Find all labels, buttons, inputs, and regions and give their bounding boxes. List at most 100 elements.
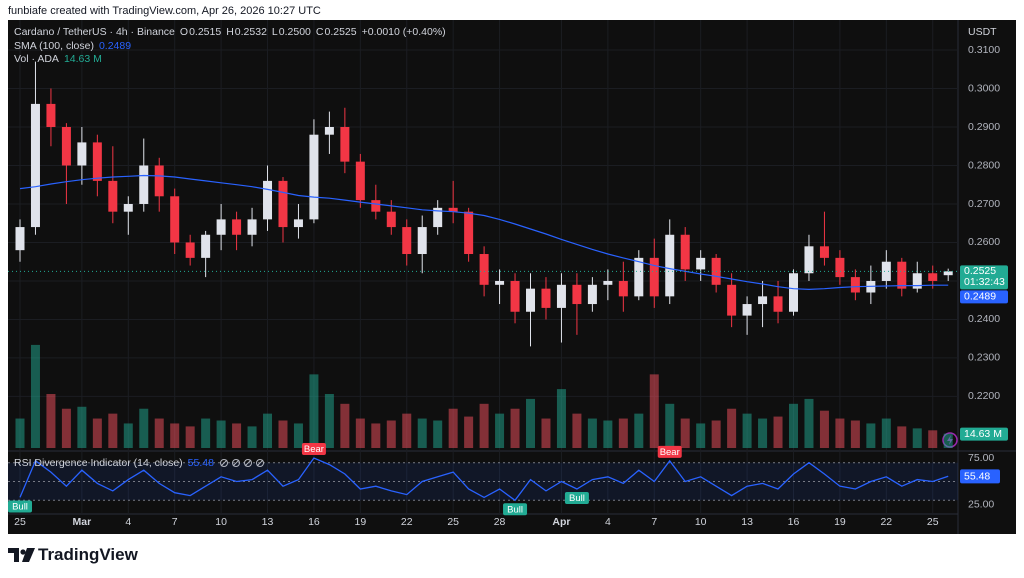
candle-body [340, 127, 350, 162]
x-tick-label: 7 [172, 516, 178, 528]
candle-body [634, 257, 644, 297]
ohlc-value: 0.2515 [189, 26, 222, 38]
volume-bar [278, 420, 288, 448]
rsi-signal-label: Bull [12, 501, 28, 512]
volume-bar [680, 418, 690, 448]
candle-body [912, 273, 922, 289]
rsi-name: RSI Divergence Indicator (14, close) [14, 457, 183, 469]
x-tick-label: 22 [880, 516, 892, 528]
candle-body [92, 142, 102, 181]
volume-bar [495, 413, 505, 448]
candle-body [232, 219, 242, 235]
volume-bar [30, 344, 40, 448]
candle-body [108, 180, 118, 212]
candle-body [263, 180, 273, 220]
rsi-tag [960, 469, 1000, 484]
candle-body [758, 296, 768, 305]
volume-bar [634, 413, 644, 448]
candle-body [170, 196, 180, 243]
ohlc-key: O [179, 26, 189, 38]
candle-body [897, 261, 907, 289]
volume-bar [185, 426, 195, 448]
volume-bar [758, 418, 768, 448]
candle-body [293, 219, 303, 228]
x-tick-label: 16 [788, 516, 800, 528]
sma-value: 0.2489 [98, 40, 132, 52]
volume-bar [556, 389, 566, 448]
x-tick-label: 25 [14, 516, 26, 528]
candle-body [479, 254, 489, 285]
rsi-signal-label: Bear [304, 444, 324, 455]
candle-body [928, 273, 938, 281]
x-tick-label: Mar [73, 516, 92, 528]
volume-bar [943, 433, 953, 448]
rsi-layer: Bull Bear Bull Bull Bear [8, 443, 958, 515]
volume-bar [216, 420, 226, 448]
x-tick-label: 4 [125, 516, 131, 528]
candle-body [804, 246, 814, 274]
candle-body [201, 234, 211, 258]
y-tick-label: 0.2800 [968, 159, 1000, 171]
ohlc-value: 0.2532 [234, 26, 267, 38]
volume-bar [603, 420, 613, 448]
volume-bar [232, 423, 242, 448]
candle-body [324, 127, 334, 135]
volume-bar [866, 423, 876, 448]
ohlc-key: H [226, 26, 234, 38]
volume-bar [340, 403, 350, 448]
volume-bar [464, 416, 474, 448]
ohlc-value: 0.2500 [278, 26, 311, 38]
chart-panel [8, 20, 1016, 534]
candle-body [819, 246, 829, 258]
volume-bar [510, 408, 520, 448]
volume-bar [912, 428, 922, 448]
legend-rsi: RSI Divergence Indicator (14, close) 55.… [14, 456, 267, 470]
rsi-tick-label: 75.00 [968, 452, 994, 464]
volume-bar [92, 418, 102, 448]
volume-bar [850, 420, 860, 448]
volume-bar [711, 420, 721, 448]
volume-bar [309, 374, 319, 448]
legend-sma: SMA (100, close) 0.2489 [14, 39, 131, 53]
x-tick-label: 10 [695, 516, 707, 528]
x-tick-label: 22 [401, 516, 413, 528]
volume-bar [324, 394, 334, 448]
volume-layer [15, 344, 953, 448]
countdown-label: 01:32:43 [964, 276, 1005, 288]
candle-body [727, 284, 737, 316]
y-tick-label: 0.2400 [968, 313, 1000, 325]
candle-body [618, 280, 628, 297]
candle-body [386, 211, 396, 228]
candle-body [556, 284, 566, 308]
legend-volume: Vol · ADA 14.63 M [14, 52, 102, 66]
y-tick-label: 0.3000 [968, 82, 1000, 94]
y-tick-label: 0.2600 [968, 236, 1000, 248]
volume-bar [433, 420, 443, 448]
rsi-signal-tag [301, 443, 326, 456]
volume-bar [479, 403, 489, 448]
volume-bar [665, 403, 675, 448]
volume-bar [789, 403, 798, 448]
legend-ohlc: Cardano / TetherUS · 4h · Binance O 0.251… [14, 25, 446, 39]
candle-body [572, 284, 582, 305]
candle-body [464, 211, 474, 255]
volume-tag [960, 427, 1008, 441]
volume-bar [587, 418, 597, 448]
credit: funbiafe created with TradingView.com, A… [8, 5, 321, 17]
rsi-signal-label: Bull [569, 493, 585, 504]
volume-bar [355, 418, 365, 448]
ohlc-key: C [315, 26, 324, 38]
x-tick-label: Apr [552, 516, 570, 528]
axis-layer: 0.22000.23000.24000.250.26000.27000.2800… [14, 44, 1008, 528]
x-tick-label: 10 [215, 516, 227, 528]
volume-value: 14.63 M [63, 53, 102, 65]
ohlc-value: 0.2525 [324, 26, 357, 38]
y-tick-label: 0.2900 [968, 121, 1000, 133]
candle-body [510, 280, 520, 312]
currency-label: USDT [968, 26, 997, 38]
x-tick-label: 19 [834, 516, 846, 528]
volume-bar [77, 406, 87, 448]
candle-body [247, 219, 257, 235]
candle-body [216, 219, 226, 235]
rsi-value: 55.48 [187, 457, 214, 469]
